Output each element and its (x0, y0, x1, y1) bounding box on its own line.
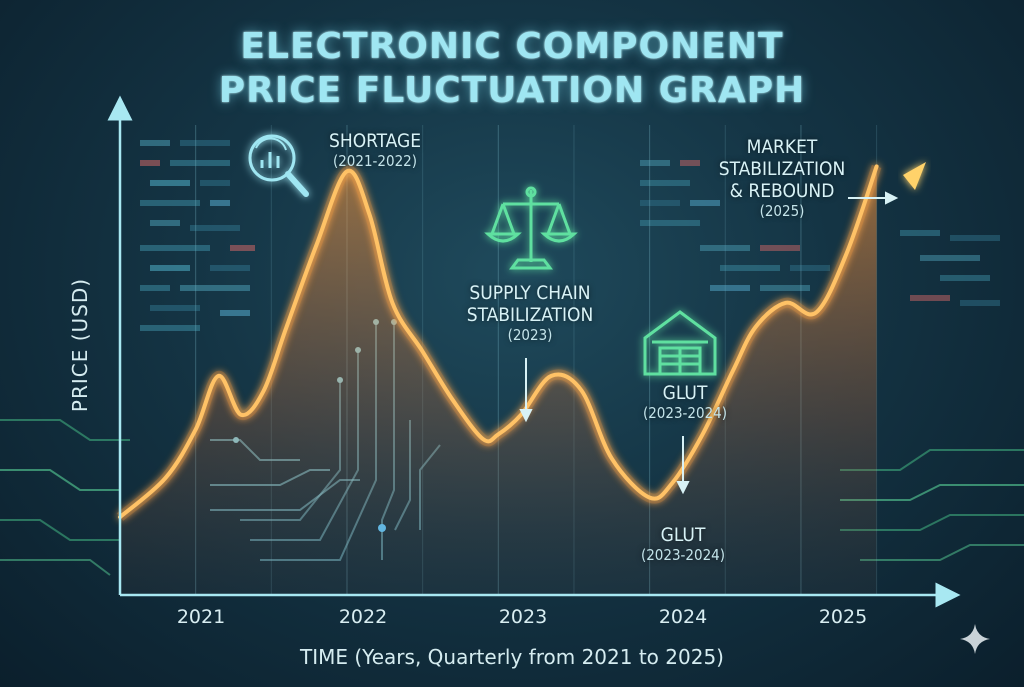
chart-title-line-2: PRICE FLUCTUATION GRAPH (218, 70, 806, 111)
market-line-3: & REBOUND (729, 180, 835, 202)
magnifier-chart-icon (248, 134, 309, 197)
trend-arrowhead (903, 162, 926, 190)
x-tick-2021: 2021 (176, 606, 226, 628)
warehouse-icon (643, 310, 717, 376)
annotation-pointers (519, 191, 899, 495)
shortage-period: (2021-2022) (332, 152, 418, 170)
market-annotation: MARKET STABILIZATION & REBOUND (2025) (692, 136, 872, 220)
market-line-2: STABILIZATION (718, 158, 846, 180)
x-tick-2025: 2025 (818, 606, 868, 628)
sparkle-icon (960, 624, 990, 654)
market-period: (2025) (759, 202, 805, 220)
shortage-title: SHORTAGE (328, 130, 422, 152)
balance-scale-icon (484, 186, 578, 270)
supply-chain-annotation: SUPPLY CHAIN STABILIZATION (2023) (440, 282, 620, 344)
code-bars-decoration-left (140, 140, 255, 331)
shortage-annotation: SHORTAGE (2021-2022) (300, 130, 450, 170)
price-line (118, 164, 879, 520)
supply-chain-line-2: STABILIZATION (466, 304, 594, 326)
market-line-1: MARKET (746, 136, 818, 158)
glut-lower-title: GLUT (660, 524, 706, 546)
supply-chain-period: (2023) (507, 326, 553, 344)
glut-lower-annotation: GLUT (2023-2024) (608, 524, 758, 564)
glut-lower-period: (2023-2024) (640, 546, 726, 564)
code-bars-decoration-right (640, 160, 1000, 306)
chart-title-line-1: ELECTRONIC COMPONENT (240, 26, 784, 67)
x-tick-2024: 2024 (658, 606, 708, 628)
glut-upper-annotation: GLUT (2023-2024) (610, 382, 760, 422)
glut-upper-period: (2023-2024) (642, 404, 728, 422)
glut-upper-title: GLUT (662, 382, 708, 404)
x-axis-label: TIME (Years, Quarterly from 2021 to 2025… (300, 645, 724, 669)
x-tick-2022: 2022 (338, 606, 388, 628)
x-tick-2023: 2023 (498, 606, 548, 628)
y-axis-label: PRICE (USD) (68, 277, 92, 413)
supply-chain-line-1: SUPPLY CHAIN (469, 282, 591, 304)
